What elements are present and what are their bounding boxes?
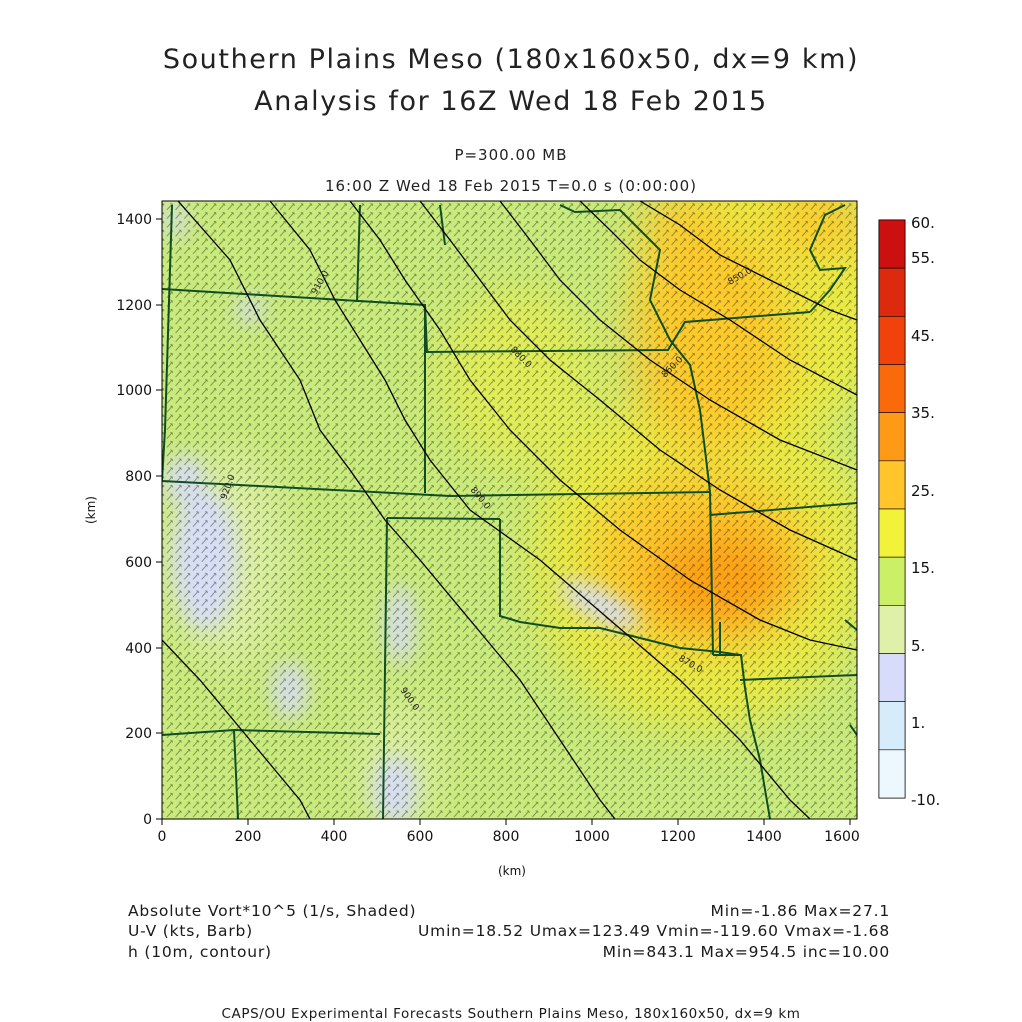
colorbar-label: 5. [911,637,925,655]
colorbar-band [878,316,906,365]
y-tick-label: 200 [125,726,152,742]
colorbar-band [878,749,906,799]
colorbar-band [878,460,906,510]
y-axis-label: (km) [84,496,98,524]
y-tick-label: 1000 [116,383,152,399]
colorbar-band [878,412,906,462]
valid-time: 16:00 Z Wed 18 Feb 2015 T=0.0 s (0:00:00… [324,177,698,195]
y-tick-label: 400 [125,641,152,657]
wind-barbs [162,201,857,819]
colorbar: 60. 55. 45. 35. 25. 15. 5. 1. -10. [878,214,940,809]
colorbar-label: 35. [911,404,935,422]
x-tick-label: 1600 [824,829,860,845]
y-tick-label: 1400 [116,212,152,228]
field-barb-stats: Umin=18.52 Umax=123.49 Vmin=-119.60 Vmax… [418,922,890,940]
x-tick-label: 0 [158,829,167,845]
x-tick-label: 800 [493,829,520,845]
field-shaded-stats: Min=-1.86 Max=27.1 [710,902,890,920]
colorbar-label: 60. [911,214,935,232]
field-barb-name: U-V (kts, Barb) [128,922,253,940]
y-axis: 0 200 400 600 800 1000 1200 1400 (km) [84,212,162,828]
x-axis: 0 200 400 600 800 1000 1200 1400 1600 (k… [158,819,860,878]
y-tick-label: 600 [125,555,152,571]
colorbar-band [878,267,906,317]
x-tick-label: 1400 [746,829,782,845]
plot-area: 920.0 910.0 900.0 890.0 880.0 870.0 860.… [162,201,857,819]
x-tick-label: 1200 [660,829,696,845]
x-axis-label: (km) [498,864,526,878]
x-tick-label: 400 [321,829,348,845]
footer-credit: CAPS/OU Experimental Forecasts Southern … [221,1006,801,1022]
plot-frame [161,200,858,820]
colorbar-band [878,219,906,269]
title-line-2: Analysis for 16Z Wed 18 Feb 2015 [254,86,768,117]
x-tick-label: 600 [407,829,434,845]
colorbar-band [878,653,906,702]
state-borders [162,204,857,819]
colorbar-label: 15. [911,559,935,577]
colorbar-label: 25. [911,482,935,500]
colorbar-bands [878,219,906,799]
colorbar-label: 55. [911,249,935,267]
y-tick-label: 0 [143,812,152,828]
height-contours [162,201,857,819]
colorbar-band [878,556,906,606]
colorbar-band [878,605,906,654]
y-tick-label: 800 [125,469,152,485]
x-tick-label: 1000 [574,829,610,845]
pressure-level: P=300.00 MB [454,146,568,164]
field-contour-name: h (10m, contour) [128,943,272,961]
colorbar-band [878,508,906,558]
y-tick-label: 1200 [116,298,152,314]
colorbar-label: -10. [911,791,940,809]
colorbar-labels: 60. 55. 45. 35. 25. 15. 5. 1. -10. [911,214,940,809]
colorbar-band [878,701,906,751]
field-contour-stats: Min=843.1 Max=954.5 inc=10.00 [602,943,890,961]
colorbar-label: 1. [911,714,925,732]
field-shaded-name: Absolute Vort*10^5 (1/s, Shaded) [128,902,417,920]
colorbar-band [878,364,906,413]
x-tick-label: 200 [235,829,262,845]
colorbar-label: 45. [911,327,935,345]
title-line-1: Southern Plains Meso (180x160x50, dx=9 k… [162,44,860,75]
